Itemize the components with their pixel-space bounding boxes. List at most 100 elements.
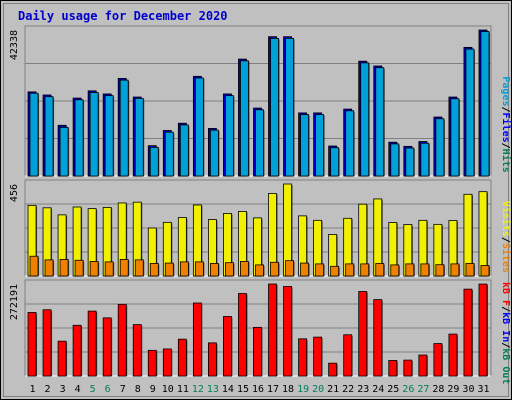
bar-kb-f-24 xyxy=(373,299,383,377)
bar-sites-15 xyxy=(240,261,249,277)
bar-sites-27 xyxy=(420,263,430,277)
bar-files-1 xyxy=(29,92,39,177)
x-tick-5: 5 xyxy=(90,384,96,395)
legend-entry: / xyxy=(500,237,511,243)
x-tick-22: 22 xyxy=(342,384,354,395)
bar-kb-f-2 xyxy=(42,309,52,377)
x-tick-10: 10 xyxy=(162,384,174,395)
x-tick-31: 31 xyxy=(477,384,489,395)
x-tick-18: 18 xyxy=(282,384,294,395)
bar-kb-f-25 xyxy=(388,360,398,377)
bar-kb-f-5 xyxy=(87,310,97,377)
bar-files-15 xyxy=(240,60,249,177)
x-tick-28: 28 xyxy=(432,384,444,395)
x-tick-20: 20 xyxy=(312,384,324,395)
chart-title: Daily usage for December 2020 xyxy=(18,9,228,23)
legend-entry: Visits xyxy=(500,201,512,237)
bars-hits-files-pages xyxy=(27,29,490,177)
bar-kb-f-20 xyxy=(313,336,323,377)
x-tick-24: 24 xyxy=(372,384,384,395)
y-max-label: 272191 xyxy=(9,284,20,320)
bar-files-21 xyxy=(330,147,340,177)
x-tick-19: 19 xyxy=(297,384,309,395)
bar-kb-f-11 xyxy=(177,338,187,377)
bar-sites-2 xyxy=(44,259,54,277)
legend-kbytes: kB F/kB In/kB Out xyxy=(500,282,511,384)
bar-kb-f-23 xyxy=(358,291,368,377)
bar-visits-31 xyxy=(478,191,488,277)
bar-kb-f-9 xyxy=(147,349,157,377)
x-tick-25: 25 xyxy=(387,384,399,395)
bar-sites-5 xyxy=(89,261,99,277)
y-max-label: 456 xyxy=(9,184,20,202)
bar-kb-f-12 xyxy=(192,302,202,377)
bar-kb-f-4 xyxy=(72,324,82,377)
bar-kb-f-26 xyxy=(403,359,413,377)
bar-kb-f-21 xyxy=(328,362,338,377)
panel-visits-sites: 456 Visits/Sites xyxy=(9,179,512,277)
x-tick-21: 21 xyxy=(327,384,339,395)
bar-sites-31 xyxy=(480,265,490,277)
bar-sites-21 xyxy=(330,265,340,277)
bar-kb-f-28 xyxy=(433,343,443,377)
bar-kb-f-6 xyxy=(102,317,112,377)
x-tick-16: 16 xyxy=(252,384,264,395)
bar-sites-3 xyxy=(59,259,69,277)
x-tick-2: 2 xyxy=(45,384,51,395)
legend-entry: / xyxy=(500,342,511,348)
bar-kb-f-14 xyxy=(223,316,232,377)
bar-kb-f-19 xyxy=(298,338,308,377)
legend-entry: kB Out xyxy=(500,348,511,384)
legend-entry: Pages xyxy=(500,76,511,106)
bar-files-24 xyxy=(375,67,385,177)
x-tick-17: 17 xyxy=(267,384,279,395)
bar-files-17 xyxy=(270,38,279,177)
x-tick-30: 30 xyxy=(462,384,474,395)
x-tick-8: 8 xyxy=(135,384,141,395)
bar-files-25 xyxy=(390,143,400,177)
bar-files-18 xyxy=(285,38,294,177)
bar-files-12 xyxy=(194,77,204,177)
bars-visits-sites xyxy=(27,183,490,277)
bar-files-10 xyxy=(164,131,174,177)
bar-kb-f-10 xyxy=(162,348,172,377)
bar-files-30 xyxy=(465,48,475,177)
bar-files-4 xyxy=(74,99,84,177)
x-tick-26: 26 xyxy=(402,384,414,395)
bar-sites-8 xyxy=(134,259,144,277)
panel-kbytes: 272191 kB F/kB In/kB Out xyxy=(9,279,511,384)
bar-kb-f-8 xyxy=(132,324,142,377)
bar-kb-f-15 xyxy=(238,293,247,377)
bar-files-23 xyxy=(360,62,370,177)
legend-visits-sites: Visits/Sites xyxy=(500,201,512,273)
bar-files-29 xyxy=(450,98,460,177)
bar-sites-24 xyxy=(375,263,385,277)
legend-entry: / xyxy=(500,306,511,312)
bar-sites-19 xyxy=(300,262,310,277)
x-tick-3: 3 xyxy=(60,384,66,395)
bar-sites-7 xyxy=(119,259,129,277)
bar-sites-26 xyxy=(405,263,415,277)
bar-files-20 xyxy=(315,114,325,177)
bar-sites-14 xyxy=(225,262,234,277)
bar-files-27 xyxy=(420,142,430,177)
y-max-label: 42338 xyxy=(9,30,20,60)
x-tick-1: 1 xyxy=(30,384,36,395)
bar-sites-23 xyxy=(360,263,370,277)
x-tick-labels: 1 2 3 4 5 6 7 8 9 10 11 12 13 14 15 16 17 18 19 20 21 22 23 24 2… xyxy=(30,384,490,395)
legend-entry: Sites xyxy=(500,243,512,273)
x-tick-7: 7 xyxy=(120,384,126,395)
legend-entry: / xyxy=(500,107,511,113)
bar-files-5 xyxy=(89,92,99,177)
bar-sites-6 xyxy=(104,261,114,277)
legend-entry: kB In xyxy=(500,312,511,342)
x-tick-4: 4 xyxy=(75,384,81,395)
x-tick-29: 29 xyxy=(447,384,459,395)
x-tick-14: 14 xyxy=(222,384,234,395)
legend-entry: kB F xyxy=(500,282,511,306)
bar-sites-18 xyxy=(285,260,294,277)
bar-kb-f-13 xyxy=(207,342,217,377)
bar-files-28 xyxy=(435,118,445,177)
bar-sites-12 xyxy=(194,261,204,277)
